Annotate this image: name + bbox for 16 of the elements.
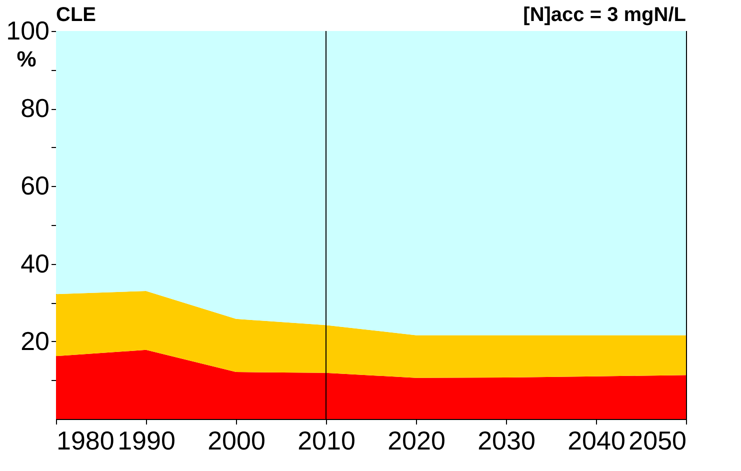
y-tick-label: 20 [20, 326, 50, 356]
x-tick-label: 2030 [478, 426, 536, 456]
x-tick-label: 2050 [628, 426, 686, 456]
x-tick-label: 2000 [208, 426, 266, 456]
y-axis-title: % [16, 46, 36, 72]
y-tick-label: 100 [6, 16, 50, 46]
chart-title: CLE [56, 4, 96, 26]
y-tick-label: 60 [20, 170, 50, 201]
x-tick-label: 2040 [568, 426, 626, 456]
x-tick-label: 2010 [298, 426, 356, 456]
x-tick-label: 1990 [118, 426, 176, 456]
y-tick-label: 40 [20, 248, 50, 278]
x-tick-label: 2020 [388, 426, 446, 456]
text: [N]acc = 3 mgN/L [523, 4, 686, 26]
x-tick-label: 1980 [56, 426, 114, 456]
y-tick-label: 80 [20, 93, 50, 124]
